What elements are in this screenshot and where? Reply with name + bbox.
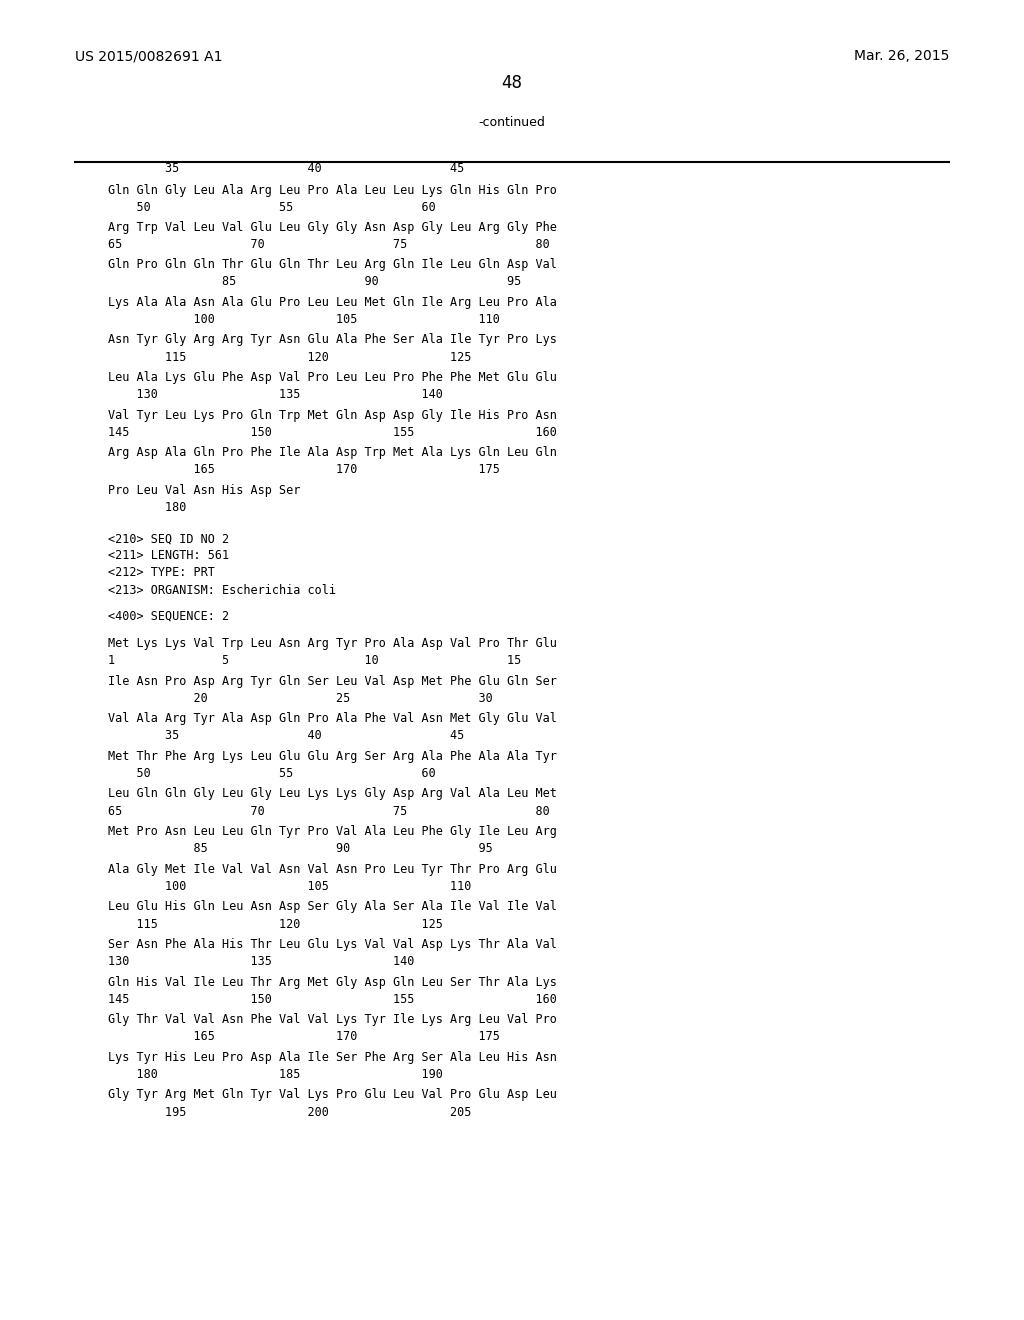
Text: -continued: -continued xyxy=(478,116,546,128)
Text: Lys Ala Ala Asn Ala Glu Pro Leu Leu Met Gln Ile Arg Leu Pro Ala: Lys Ala Ala Asn Ala Glu Pro Leu Leu Met … xyxy=(108,296,556,309)
Text: Arg Trp Val Leu Val Glu Leu Gly Gly Asn Asp Gly Leu Arg Gly Phe: Arg Trp Val Leu Val Glu Leu Gly Gly Asn … xyxy=(108,220,556,234)
Text: 65                  70                  75                  80: 65 70 75 80 xyxy=(108,805,549,817)
Text: <211> LENGTH: 561: <211> LENGTH: 561 xyxy=(108,549,228,562)
Text: Ala Gly Met Ile Val Val Asn Val Asn Pro Leu Tyr Thr Pro Arg Glu: Ala Gly Met Ile Val Val Asn Val Asn Pro … xyxy=(108,863,556,875)
Text: Ser Asn Phe Ala His Thr Leu Glu Lys Val Val Asp Lys Thr Ala Val: Ser Asn Phe Ala His Thr Leu Glu Lys Val … xyxy=(108,939,556,950)
Text: 180                 185                 190: 180 185 190 xyxy=(108,1068,442,1081)
Text: Val Ala Arg Tyr Ala Asp Gln Pro Ala Phe Val Asn Met Gly Glu Val: Val Ala Arg Tyr Ala Asp Gln Pro Ala Phe … xyxy=(108,713,556,725)
Text: 85                  90                  95: 85 90 95 xyxy=(108,276,521,288)
Text: 165                 170                 175: 165 170 175 xyxy=(108,1031,500,1043)
Text: 65                  70                  75                  80: 65 70 75 80 xyxy=(108,238,549,251)
Text: Arg Asp Ala Gln Pro Phe Ile Ala Asp Trp Met Ala Lys Gln Leu Gln: Arg Asp Ala Gln Pro Phe Ile Ala Asp Trp … xyxy=(108,446,556,459)
Text: 130                 135                 140: 130 135 140 xyxy=(108,388,442,401)
Text: 115                 120                 125: 115 120 125 xyxy=(108,351,471,363)
Text: Leu Gln Gln Gly Leu Gly Leu Lys Lys Gly Asp Arg Val Ala Leu Met: Leu Gln Gln Gly Leu Gly Leu Lys Lys Gly … xyxy=(108,788,556,800)
Text: Leu Ala Lys Glu Phe Asp Val Pro Leu Leu Pro Phe Phe Met Glu Glu: Leu Ala Lys Glu Phe Asp Val Pro Leu Leu … xyxy=(108,371,556,384)
Text: 35                  40                  45: 35 40 45 xyxy=(108,162,464,176)
Text: Pro Leu Val Asn His Asp Ser: Pro Leu Val Asn His Asp Ser xyxy=(108,484,300,496)
Text: 195                 200                 205: 195 200 205 xyxy=(108,1106,471,1118)
Text: 100                 105                 110: 100 105 110 xyxy=(108,880,471,892)
Text: 145                 150                 155                 160: 145 150 155 160 xyxy=(108,426,556,438)
Text: <212> TYPE: PRT: <212> TYPE: PRT xyxy=(108,566,214,579)
Text: Met Pro Asn Leu Leu Gln Tyr Pro Val Ala Leu Phe Gly Ile Leu Arg: Met Pro Asn Leu Leu Gln Tyr Pro Val Ala … xyxy=(108,825,556,838)
Text: Lys Tyr His Leu Pro Asp Ala Ile Ser Phe Arg Ser Ala Leu His Asn: Lys Tyr His Leu Pro Asp Ala Ile Ser Phe … xyxy=(108,1051,556,1064)
Text: 130                 135                 140: 130 135 140 xyxy=(108,956,414,968)
Text: 115                 120                 125: 115 120 125 xyxy=(108,917,442,931)
Text: US 2015/0082691 A1: US 2015/0082691 A1 xyxy=(75,49,222,63)
Text: Met Thr Phe Arg Lys Leu Glu Glu Arg Ser Arg Ala Phe Ala Ala Tyr: Met Thr Phe Arg Lys Leu Glu Glu Arg Ser … xyxy=(108,750,556,763)
Text: 180: 180 xyxy=(108,502,186,513)
Text: Leu Glu His Gln Leu Asn Asp Ser Gly Ala Ser Ala Ile Val Ile Val: Leu Glu His Gln Leu Asn Asp Ser Gly Ala … xyxy=(108,900,556,913)
Text: 145                 150                 155                 160: 145 150 155 160 xyxy=(108,993,556,1006)
Text: 48: 48 xyxy=(502,74,522,91)
Text: 50                  55                  60: 50 55 60 xyxy=(108,767,435,780)
Text: 100                 105                 110: 100 105 110 xyxy=(108,313,500,326)
Text: Gly Thr Val Val Asn Phe Val Val Lys Tyr Ile Lys Arg Leu Val Pro: Gly Thr Val Val Asn Phe Val Val Lys Tyr … xyxy=(108,1014,556,1026)
Text: Mar. 26, 2015: Mar. 26, 2015 xyxy=(854,49,949,63)
Text: Gly Tyr Arg Met Gln Tyr Val Lys Pro Glu Leu Val Pro Glu Asp Leu: Gly Tyr Arg Met Gln Tyr Val Lys Pro Glu … xyxy=(108,1089,556,1101)
Text: Val Tyr Leu Lys Pro Gln Trp Met Gln Asp Asp Gly Ile His Pro Asn: Val Tyr Leu Lys Pro Gln Trp Met Gln Asp … xyxy=(108,409,556,421)
Text: 50                  55                  60: 50 55 60 xyxy=(108,201,435,214)
Text: <210> SEQ ID NO 2: <210> SEQ ID NO 2 xyxy=(108,532,228,545)
Text: Gln Gln Gly Leu Ala Arg Leu Pro Ala Leu Leu Lys Gln His Gln Pro: Gln Gln Gly Leu Ala Arg Leu Pro Ala Leu … xyxy=(108,183,556,197)
Text: Gln Pro Gln Gln Thr Glu Gln Thr Leu Arg Gln Ile Leu Gln Asp Val: Gln Pro Gln Gln Thr Glu Gln Thr Leu Arg … xyxy=(108,259,556,271)
Text: 20                  25                  30: 20 25 30 xyxy=(108,692,493,705)
Text: 165                 170                 175: 165 170 175 xyxy=(108,463,500,477)
Text: <400> SEQUENCE: 2: <400> SEQUENCE: 2 xyxy=(108,610,228,623)
Text: <213> ORGANISM: Escherichia coli: <213> ORGANISM: Escherichia coli xyxy=(108,583,336,597)
Text: Met Lys Lys Val Trp Leu Asn Arg Tyr Pro Ala Asp Val Pro Thr Glu: Met Lys Lys Val Trp Leu Asn Arg Tyr Pro … xyxy=(108,638,556,649)
Text: Ile Asn Pro Asp Arg Tyr Gln Ser Leu Val Asp Met Phe Glu Gln Ser: Ile Asn Pro Asp Arg Tyr Gln Ser Leu Val … xyxy=(108,675,556,688)
Text: Asn Tyr Gly Arg Arg Tyr Asn Glu Ala Phe Ser Ala Ile Tyr Pro Lys: Asn Tyr Gly Arg Arg Tyr Asn Glu Ala Phe … xyxy=(108,334,556,346)
Text: Gln His Val Ile Leu Thr Arg Met Gly Asp Gln Leu Ser Thr Ala Lys: Gln His Val Ile Leu Thr Arg Met Gly Asp … xyxy=(108,975,556,989)
Text: 35                  40                  45: 35 40 45 xyxy=(108,730,464,742)
Text: 1               5                   10                  15: 1 5 10 15 xyxy=(108,655,521,667)
Text: 85                  90                  95: 85 90 95 xyxy=(108,842,493,855)
